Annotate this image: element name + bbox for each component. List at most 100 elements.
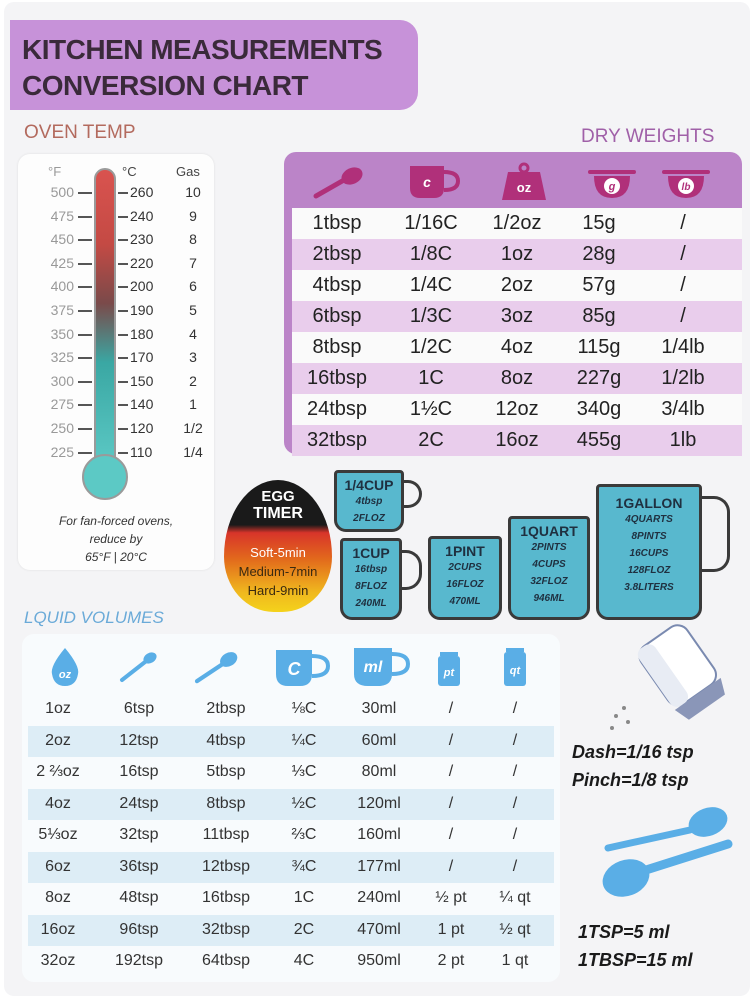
egg-timer: EGG TIMER Soft-5min Medium-7min Hard-9mi… bbox=[224, 480, 332, 612]
celsius-value: 190 bbox=[130, 302, 154, 318]
water-drop-oz-icon: oz bbox=[51, 648, 79, 686]
dry-weights-cell: 12oz bbox=[495, 398, 539, 420]
celsius-tick bbox=[118, 192, 128, 194]
fahrenheit-tick bbox=[78, 333, 92, 336]
gas-mark-value: 5 bbox=[189, 302, 197, 318]
dash-conversion: Dash=1/16 tsp bbox=[572, 742, 694, 762]
liquid-volumes-cell: 5⅓oz bbox=[38, 826, 78, 843]
one-quart-line-2: 4CUPS bbox=[532, 559, 566, 570]
dry-weights-cell: / bbox=[680, 305, 686, 327]
liquid-volumes-row: 32oz 192tsp 64tbsp 4C 950ml 2 pt 1 qt bbox=[28, 946, 554, 977]
liquid-volumes-cell: 48tsp bbox=[119, 889, 159, 906]
liquid-volumes-cell: / bbox=[512, 763, 518, 780]
one-quart-line-3: 32FLOZ bbox=[530, 576, 568, 587]
one-gallon-line-2: 8PINTS bbox=[631, 531, 667, 542]
celsius-value: 180 bbox=[130, 325, 154, 342]
liquid-volumes-cell: ½ qt bbox=[499, 920, 531, 938]
fahrenheit-value: 375 bbox=[50, 302, 74, 318]
fahrenheit-tick bbox=[78, 215, 92, 218]
quart-can-icon: qt bbox=[504, 648, 526, 686]
quarter-cup-line-1: 4tbsp bbox=[355, 496, 383, 507]
liquid-volumes-cell: 6oz bbox=[45, 857, 71, 875]
one-gallon-line-1: 4QUARTS bbox=[625, 514, 673, 525]
one-quart-title: 1QUART bbox=[520, 523, 578, 539]
fahrenheit-tick bbox=[78, 428, 92, 430]
liquid-cup-icon-label: C bbox=[288, 659, 302, 679]
liquid-volumes-cell: 16tbsp bbox=[201, 889, 251, 906]
oven-temp-row: 275 140 1 bbox=[18, 396, 214, 416]
fan-forced-note-line-3: 65°F | 20°C bbox=[85, 550, 147, 564]
gas-header: Gas bbox=[176, 164, 200, 179]
quarter-cup-measure: 1/4CUP 4tbsp 2FLOZ bbox=[334, 470, 404, 532]
one-gallon-title: 1GALLON bbox=[615, 495, 683, 511]
oven-temp-row: 300 150 2 bbox=[18, 373, 214, 393]
liquid-volumes-row: 5⅓oz 32tsp 11tbsp ⅔C 160ml / / bbox=[28, 820, 554, 851]
dry-weights-cell: 2C bbox=[418, 429, 444, 451]
one-pint-measure: 1PINT 2CUPS 16FLOZ 470ML bbox=[428, 536, 502, 620]
dry-weights-cell: 24tbsp bbox=[306, 398, 368, 420]
fahrenheit-tick bbox=[78, 192, 92, 194]
liquid-volumes-row: 1oz 6tsp 2tbsp ⅛C 30ml / / bbox=[28, 694, 554, 725]
one-cup-measure: 1CUP 16tbsp 8FLOZ 240ML bbox=[340, 538, 402, 620]
fahrenheit-value: 350 bbox=[50, 325, 74, 342]
fahrenheit-tick bbox=[78, 357, 92, 360]
dry-weights-cell: 1/2C bbox=[409, 336, 453, 358]
liquid-volumes-cell: 2 pt bbox=[437, 952, 465, 969]
fan-forced-note: For fan-forced ovens, reduce by 65°F | 2… bbox=[28, 512, 204, 566]
dry-weights-cell: 455g bbox=[576, 429, 622, 451]
fahrenheit-tick bbox=[78, 262, 92, 265]
dry-weights-cell: 1lb bbox=[669, 429, 697, 451]
fahrenheit-value: 475 bbox=[50, 207, 74, 224]
one-pint-line-3: 470ML bbox=[449, 596, 481, 607]
gas-mark-value: 4 bbox=[189, 325, 197, 342]
celsius-tick bbox=[118, 428, 128, 430]
oven-temp-row: 475 240 9 bbox=[18, 208, 214, 228]
thermometer-bulb-icon bbox=[82, 454, 128, 500]
dry-weights-cell: 115g bbox=[577, 336, 621, 358]
liquid-volumes-row: 6oz 36tsp 12tbsp ¾C 177ml / / bbox=[28, 851, 554, 883]
liquid-volumes-cell: 32oz bbox=[40, 952, 76, 969]
celsius-header: °C bbox=[122, 164, 137, 179]
dry-weights-cell: 6tbsp bbox=[312, 305, 362, 327]
one-cup-line-2: 8FLOZ bbox=[355, 581, 387, 592]
fahrenheit-value: 225 bbox=[50, 443, 74, 460]
liquid-volumes-row: 2oz 12tsp 4tbsp ¼C 60ml / / bbox=[28, 725, 554, 757]
oven-temp-row: 350 180 4 bbox=[18, 326, 214, 346]
liquid-volumes-cell: ¼C bbox=[291, 731, 317, 749]
oven-temp-row: 425 220 7 bbox=[18, 255, 214, 275]
liquid-volumes-cell: ¼ qt bbox=[499, 889, 531, 906]
liquid-volumes-cell: / bbox=[512, 731, 518, 749]
egg-timer-title-2: TIMER bbox=[253, 505, 303, 522]
egg-soft-time: Soft-5min bbox=[250, 545, 306, 560]
dry-weights-cell: 3/4lb bbox=[661, 398, 705, 420]
liquid-volumes-cell: ⅔C bbox=[291, 826, 317, 843]
pint-can-icon: pt bbox=[438, 652, 460, 686]
fahrenheit-header: °F bbox=[48, 164, 62, 179]
liquid-volumes-cell: 24tsp bbox=[119, 794, 159, 812]
liquid-volumes-cell: 1oz bbox=[45, 700, 71, 717]
egg-timer-title-1: EGG bbox=[261, 488, 295, 505]
dry-weights-cell: 340g bbox=[576, 398, 622, 420]
liquid-volumes-cell: 120ml bbox=[357, 794, 401, 812]
egg-medium-time: Medium-7min bbox=[238, 564, 318, 579]
liquid-volumes-cell: 2 ⅔oz bbox=[36, 763, 80, 780]
liquid-volumes-cell: 32tsp bbox=[119, 826, 159, 843]
liquid-volumes-cell: 6tsp bbox=[123, 700, 155, 717]
quarter-cup-title: 1/4CUP bbox=[344, 477, 394, 493]
dry-weights-cell: 1tbsp bbox=[312, 212, 362, 234]
dry-weights-row: 24tbsp 1½C 12oz 340g 3/4lb bbox=[292, 394, 742, 425]
liquid-volumes-cell: 5tbsp bbox=[206, 763, 246, 780]
liquid-volumes-cell: 2C bbox=[293, 920, 315, 938]
liquid-volumes-cell: / bbox=[512, 700, 518, 717]
dry-weights-cell: 1/8C bbox=[409, 243, 453, 265]
dry-weights-cell: 227g bbox=[576, 367, 622, 389]
dry-weights-cell: 28g bbox=[582, 243, 616, 265]
liquid-volumes-cell: / bbox=[448, 731, 454, 749]
dry-weights-cell: 1C bbox=[418, 367, 444, 389]
cup-icon-label: c bbox=[423, 174, 431, 190]
dry-weights-row: 6tbsp 1/3C 3oz 85g / bbox=[292, 301, 742, 332]
liquid-volumes-row: 8oz 48tsp 16tbsp 1C 240ml ½ pt ¼ qt bbox=[28, 883, 554, 914]
gas-mark-value: 1 bbox=[189, 396, 197, 413]
dry-weights-cell: 8oz bbox=[500, 367, 534, 389]
liquid-volumes-cell: ⅓C bbox=[291, 763, 317, 780]
